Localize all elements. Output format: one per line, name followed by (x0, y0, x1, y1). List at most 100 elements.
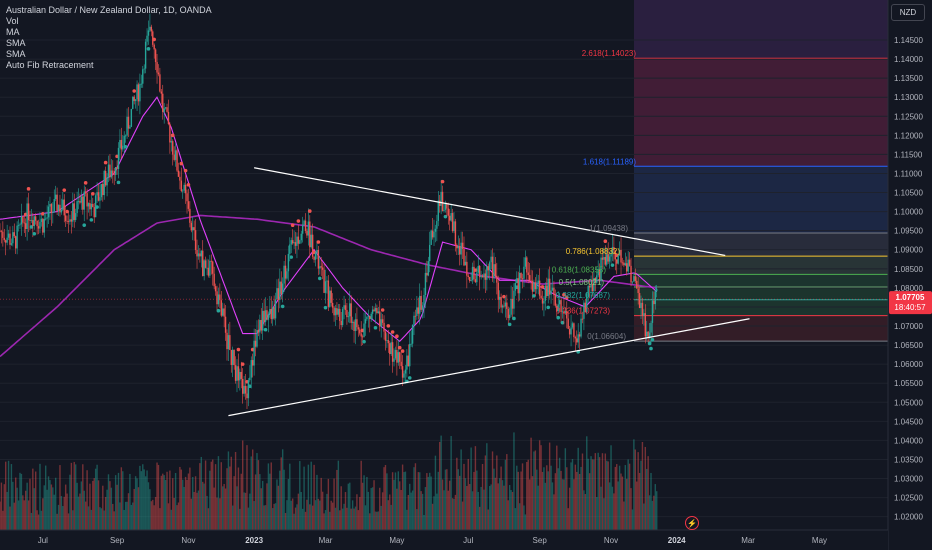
candle-body (256, 329, 258, 347)
candle-body (110, 170, 113, 178)
candle-body (456, 244, 458, 249)
candle-body (556, 305, 558, 312)
volume-bar (260, 488, 262, 530)
indicator-auto-fib[interactable]: Auto Fib Retracement (6, 60, 94, 70)
volume-bar (551, 482, 554, 530)
candle-body (439, 200, 441, 206)
candle-body (544, 285, 547, 301)
candle-body (424, 272, 427, 296)
candle-body (383, 322, 385, 332)
volume-bar (577, 447, 579, 530)
volume-bar (307, 464, 310, 530)
candle-body (20, 216, 23, 225)
volume-bar (340, 486, 342, 530)
candle-body (446, 203, 448, 209)
candle-body (69, 219, 71, 222)
volume-bar (507, 500, 509, 530)
volume-bar (601, 453, 604, 530)
candle-body (33, 216, 35, 227)
volume-bar (651, 500, 654, 530)
volume-bar (603, 498, 605, 530)
candle-body (414, 315, 417, 317)
candle-body (331, 302, 334, 308)
price-badge-value: 1.07705 (896, 293, 925, 302)
volume-bar (66, 493, 68, 530)
volume-bar (256, 453, 258, 530)
volume-bar (634, 449, 637, 530)
volume-bar (389, 494, 391, 530)
volume-bar (481, 464, 484, 530)
volume-bar (224, 488, 227, 530)
candle-body (44, 218, 47, 220)
candle-body (22, 216, 24, 223)
volume-bar (321, 491, 324, 530)
volume-bar (173, 497, 175, 530)
candle-body (399, 352, 401, 362)
indicator-ma[interactable]: MA (6, 27, 20, 37)
currency-button[interactable]: NZD (891, 4, 925, 21)
candle-body (511, 298, 514, 309)
indicator-vol[interactable]: Vol (6, 16, 19, 26)
candle-body (301, 224, 304, 234)
lightning-icon[interactable]: ⚡ (685, 516, 699, 530)
candle-body (621, 262, 624, 264)
signal-dot (650, 338, 655, 342)
candle-body (96, 192, 98, 196)
signal-dot (395, 334, 399, 339)
candle-body (239, 371, 241, 381)
candle-body (461, 242, 464, 249)
signal-dot (560, 320, 565, 325)
volume-bar (174, 473, 177, 530)
volume-bar (473, 471, 475, 530)
sma-line (0, 214, 657, 358)
volume-bar (199, 463, 201, 530)
signal-dot (132, 89, 136, 93)
volume-bar (89, 483, 91, 530)
volume-bar (624, 465, 627, 530)
volume-bar (476, 470, 478, 530)
candle-body (417, 307, 420, 314)
volume-bar (563, 479, 565, 530)
candle-body (504, 302, 507, 307)
volume-bar (544, 482, 547, 530)
indicator-sma-2[interactable]: SMA (6, 49, 26, 59)
signal-dot (610, 263, 615, 267)
volume-bar (193, 491, 195, 530)
candle-body (133, 96, 135, 102)
time-axis: Jul Sep Nov 2023 Mar May Jul Sep Nov 2024 Mar May (0, 529, 888, 550)
candle-body (82, 196, 84, 210)
signal-dot (289, 255, 294, 259)
volume-bar (33, 488, 35, 530)
volume-bar (137, 487, 140, 530)
volume-bar (561, 479, 564, 530)
time-tick-label: Nov (181, 536, 195, 545)
candle-body (543, 300, 545, 304)
volume-bar (246, 445, 248, 530)
volume-bar (556, 445, 558, 530)
volume-bar (3, 484, 5, 530)
price-tick-label: 1.07000 (894, 322, 923, 331)
price-tick-label: 1.09500 (894, 227, 923, 236)
fib-label: 0.236(1.07273) (556, 307, 611, 316)
volume-bar (223, 484, 225, 530)
volume-bar (17, 500, 20, 530)
volume-bar (162, 473, 164, 530)
candle-body (437, 200, 439, 221)
candle-body (112, 170, 114, 175)
volume-bar (80, 481, 83, 530)
volume-bar (294, 507, 297, 530)
indicator-sma-1[interactable]: SMA (6, 38, 26, 48)
fib-label: 0.618(1.08355) (552, 265, 607, 274)
candle-body (377, 311, 380, 314)
candle-body (194, 230, 197, 251)
candle-body (206, 267, 208, 269)
volume-bar (206, 495, 208, 530)
volume-bar (533, 451, 535, 530)
volume-bar (343, 503, 345, 530)
volume-bar (566, 467, 568, 530)
candle-body (210, 260, 212, 262)
price-tick-label: 1.14000 (894, 55, 923, 64)
candle-body (172, 141, 174, 155)
signal-dot (512, 316, 516, 321)
